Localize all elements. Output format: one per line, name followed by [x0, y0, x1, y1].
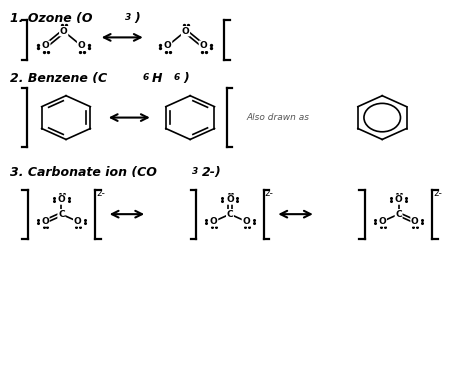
Text: O: O [379, 217, 386, 226]
Text: 3: 3 [192, 167, 199, 176]
Text: 2-: 2- [96, 189, 105, 198]
Text: O: O [210, 217, 218, 226]
Text: O: O [41, 217, 49, 226]
Text: O: O [73, 217, 82, 226]
Text: 2. Benzene (C: 2. Benzene (C [10, 72, 107, 85]
Text: 2-): 2-) [202, 166, 222, 179]
Text: O: O [78, 41, 85, 50]
Text: O: O [200, 41, 207, 50]
Text: C: C [227, 210, 233, 219]
Text: C: C [58, 210, 64, 219]
Text: O: O [395, 195, 402, 204]
Text: O: O [164, 41, 172, 50]
Text: 6: 6 [174, 73, 180, 82]
Text: 1. Ozone (O: 1. Ozone (O [10, 12, 92, 25]
Text: O: O [411, 217, 419, 226]
Text: 6: 6 [142, 73, 149, 82]
Text: 2-: 2- [433, 189, 442, 198]
Text: O: O [42, 41, 50, 50]
Text: 2-: 2- [264, 189, 273, 198]
Text: O: O [226, 195, 234, 204]
Text: O: O [57, 195, 65, 204]
Text: 3. Carbonate ion (CO: 3. Carbonate ion (CO [10, 166, 157, 179]
Text: ): ) [134, 12, 140, 25]
Text: H: H [152, 72, 162, 85]
Text: 3: 3 [125, 13, 131, 21]
Text: Also drawn as: Also drawn as [246, 113, 310, 122]
Text: C: C [395, 210, 402, 219]
Text: O: O [242, 217, 250, 226]
Text: O: O [60, 27, 68, 36]
Text: ): ) [183, 72, 189, 85]
Text: O: O [182, 27, 189, 36]
